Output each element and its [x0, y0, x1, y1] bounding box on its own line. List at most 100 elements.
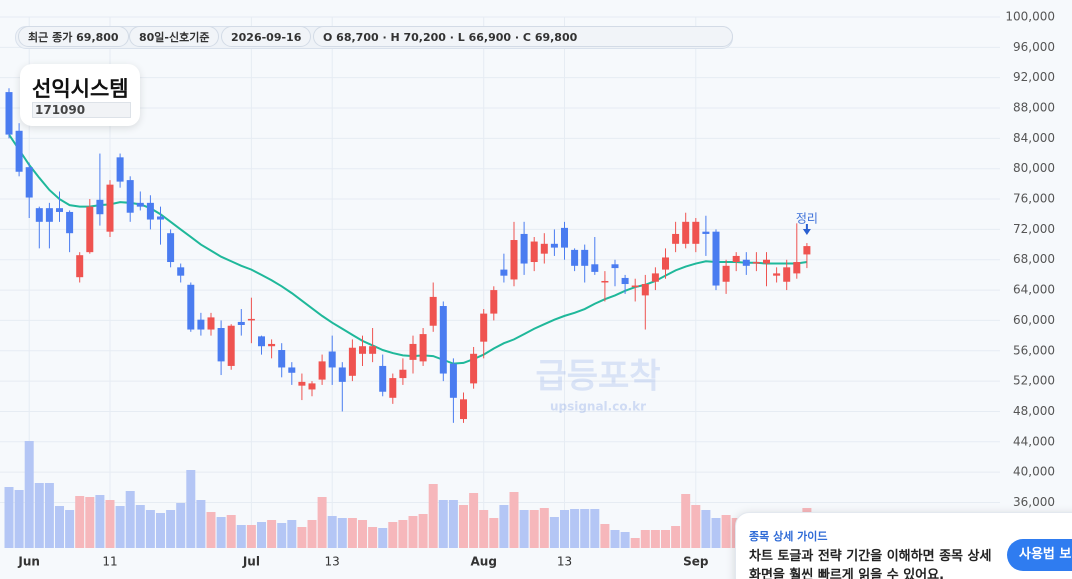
- volume-bar: [519, 510, 529, 548]
- candle-body: [278, 350, 286, 368]
- candle-body: [66, 211, 74, 234]
- candle-body: [76, 255, 84, 278]
- guide-button[interactable]: 사용법 보기: [1007, 539, 1072, 571]
- candle-body: [490, 290, 498, 314]
- volume-bar: [448, 500, 458, 548]
- volume-bar: [408, 516, 418, 548]
- volume-bar: [620, 532, 630, 548]
- volume-bar: [368, 527, 378, 548]
- candle-body: [682, 221, 690, 244]
- volume-bar: [610, 530, 620, 548]
- candle-body: [702, 231, 710, 234]
- pill[interactable]: 2026-09-16: [221, 26, 312, 47]
- candle-body: [571, 249, 579, 266]
- volume-bar: [246, 525, 256, 548]
- candle-body: [247, 318, 255, 321]
- volume-bar: [287, 520, 297, 548]
- x-tick-label: Jun: [17, 555, 40, 569]
- candle-body: [116, 157, 124, 182]
- volume-bar: [691, 505, 701, 548]
- volume-bar: [135, 505, 145, 548]
- volume-bar: [438, 500, 448, 548]
- candle-body: [187, 284, 195, 330]
- candle-body: [460, 399, 467, 420]
- volume-bar: [337, 518, 347, 548]
- candle-body: [5, 92, 13, 135]
- candle-body: [550, 243, 558, 248]
- candle-body: [25, 167, 33, 198]
- candle-body: [136, 202, 144, 207]
- pill[interactable]: 최근 종가 69,800: [18, 26, 129, 47]
- volume-bar: [105, 500, 115, 548]
- volume-bar: [489, 518, 499, 548]
- volume-bar: [378, 528, 388, 548]
- candle-body: [530, 241, 538, 263]
- annotation-arrow: [802, 224, 811, 236]
- candle-body: [641, 284, 649, 296]
- volume-bar: [358, 520, 367, 548]
- candle-body: [611, 264, 619, 269]
- candle-body: [520, 233, 528, 264]
- volume-bar: [630, 538, 640, 548]
- x-tick-label: 13: [325, 555, 340, 569]
- x-tick-label: Sep: [683, 555, 709, 569]
- volume-bar: [499, 505, 509, 548]
- volume-bar: [196, 500, 206, 548]
- volume-bar: [14, 490, 24, 548]
- candle-body: [449, 363, 457, 398]
- y-tick-label: 36,000: [1013, 495, 1055, 509]
- candle-body: [540, 243, 548, 254]
- candle-body: [15, 130, 23, 172]
- volume-bar: [24, 441, 34, 548]
- candle-body: [732, 255, 740, 263]
- candle-body: [369, 346, 377, 354]
- volume-bar: [216, 517, 226, 548]
- candle-body: [207, 317, 215, 330]
- y-tick-label: 60,000: [1013, 313, 1055, 327]
- volume-bar: [539, 508, 549, 548]
- y-tick-label: 76,000: [1013, 192, 1055, 206]
- candle-body: [217, 328, 225, 362]
- candle-body: [672, 233, 680, 244]
- volume-bar: [681, 494, 691, 548]
- pill[interactable]: O 68,700 · H 70,200 · L 66,900 · C 69,80…: [313, 26, 733, 47]
- candle-body: [237, 321, 245, 325]
- volume-bar: [570, 509, 580, 548]
- candle-body: [268, 343, 276, 347]
- candle-body: [359, 346, 366, 354]
- candle-body: [470, 353, 478, 384]
- y-tick-label: 88,000: [1013, 101, 1055, 115]
- candle-body: [106, 184, 114, 232]
- candle-body: [227, 325, 235, 366]
- volume-bar: [317, 497, 327, 548]
- candle-body: [803, 246, 811, 255]
- candle-body: [45, 208, 53, 222]
- candle-body: [298, 381, 306, 386]
- volume-bar: [711, 518, 721, 548]
- candle-body: [621, 277, 629, 285]
- volume-bar: [226, 515, 236, 548]
- volume-bar: [95, 495, 105, 548]
- y-tick-label: 56,000: [1013, 343, 1055, 357]
- volume-bar: [307, 520, 317, 548]
- stock-code: 171090: [32, 102, 131, 118]
- y-tick-label: 84,000: [1013, 131, 1055, 145]
- volume-bar: [327, 516, 337, 548]
- y-tick-label: 72,000: [1013, 222, 1055, 236]
- candle-body: [763, 259, 770, 264]
- volume-bar: [418, 514, 428, 548]
- candle-body: [288, 367, 296, 373]
- candle-body: [35, 208, 43, 222]
- y-tick-label: 64,000: [1013, 283, 1055, 297]
- volume-bar: [145, 510, 155, 548]
- pill[interactable]: 80일-신호기준: [129, 26, 220, 47]
- volume-bar: [236, 525, 246, 548]
- annotation: 정리: [796, 212, 818, 226]
- volume-bar: [529, 510, 539, 548]
- candle-body: [581, 249, 589, 266]
- watermark-url: upsignal.co.kr: [550, 400, 646, 414]
- volume-bar: [721, 515, 731, 548]
- stock-name: 선익시스템: [32, 77, 129, 101]
- volume-bar: [267, 520, 277, 548]
